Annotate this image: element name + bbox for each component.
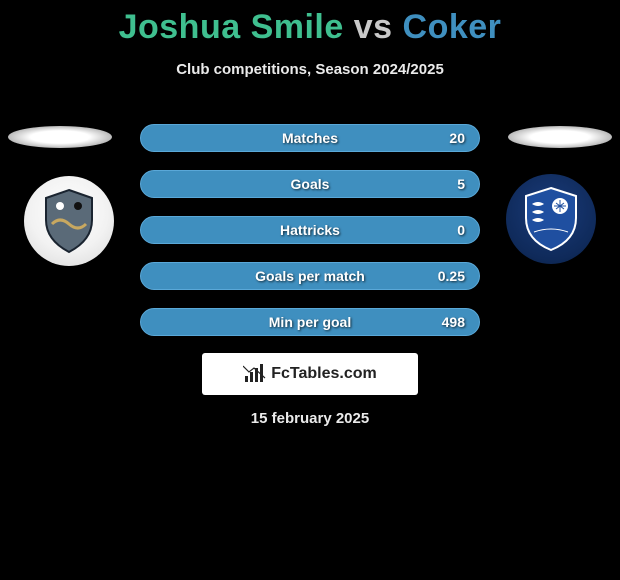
- player1-name: Joshua Smile: [119, 8, 344, 46]
- stat-value-right: 5: [457, 176, 465, 192]
- team-badge-right: [506, 174, 596, 264]
- stat-value-right: 20: [449, 130, 465, 146]
- stat-row: Hattricks 0: [140, 216, 480, 244]
- brand-text: FcTables.com: [271, 365, 377, 383]
- stat-label: Goals per match: [255, 268, 365, 284]
- stat-label: Hattricks: [280, 222, 340, 238]
- brand-box[interactable]: FcTables.com: [202, 353, 418, 395]
- stat-label: Goals: [291, 176, 330, 192]
- stat-label: Matches: [282, 130, 338, 146]
- stat-value-right: 498: [442, 314, 465, 330]
- stat-label: Min per goal: [269, 314, 351, 330]
- bar-chart-icon: [243, 364, 267, 384]
- shield-icon: [516, 184, 586, 254]
- player2-name: Coker: [403, 8, 502, 46]
- stat-row: Min per goal 498: [140, 308, 480, 336]
- player1-halo: [8, 126, 112, 148]
- stat-row: Goals 5: [140, 170, 480, 198]
- comparison-title: Joshua Smile vs Coker: [0, 0, 620, 47]
- stat-value-right: 0.25: [438, 268, 465, 284]
- shield-icon: [34, 186, 104, 256]
- stat-row: Goals per match 0.25: [140, 262, 480, 290]
- date-text: 15 february 2025: [251, 410, 369, 427]
- stat-row: Matches 20: [140, 124, 480, 152]
- team-badge-left: [24, 176, 114, 266]
- stat-value-right: 0: [457, 222, 465, 238]
- vs-separator: vs: [354, 8, 393, 46]
- stats-container: Matches 20 Goals 5 Hattricks 0 Goals per match…: [140, 124, 480, 354]
- subtitle: Club competitions, Season 2024/2025: [0, 61, 620, 78]
- player2-halo: [508, 126, 612, 148]
